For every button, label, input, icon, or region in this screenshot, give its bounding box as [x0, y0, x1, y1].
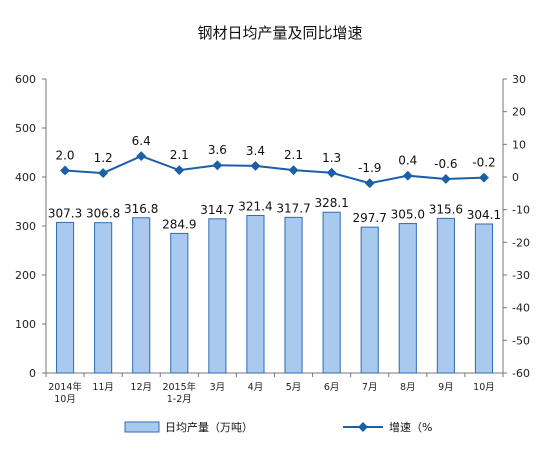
left-axis-tick-label: 400 [15, 171, 36, 184]
growth-value-label: 3.4 [246, 144, 265, 158]
bar [208, 218, 227, 374]
x-category-label: 10月 [473, 382, 495, 393]
growth-value-label: 2.1 [284, 148, 303, 162]
right-axis-tick-label: -30 [512, 269, 530, 282]
bar [436, 217, 455, 374]
right-axis-tick-label: -60 [512, 367, 530, 380]
left-axis-tick-label: 600 [15, 73, 36, 86]
growth-value-label: 2.1 [170, 148, 189, 162]
bar [322, 211, 341, 374]
x-category-label: 2014年 [48, 381, 82, 393]
bar-value-label: 314.7 [200, 203, 234, 217]
x-category-label: 7月 [362, 382, 378, 393]
left-axis-tick-label: 200 [15, 269, 36, 282]
bar [360, 226, 379, 374]
growth-marker [174, 165, 185, 176]
bar [246, 215, 265, 374]
right-axis-tick-label: -10 [512, 204, 530, 217]
chart-title: 钢材日均产量及同比增速 [197, 24, 363, 42]
x-category-label: 5月 [286, 382, 302, 393]
growth-value-label: 1.3 [322, 151, 341, 165]
right-axis-tick-label: 30 [512, 73, 526, 86]
growth-marker [136, 151, 147, 162]
growth-line [64, 155, 484, 185]
growth-value-label: 0.4 [398, 154, 417, 168]
growth-marker [250, 160, 261, 171]
legend-bar-label: 日均产量（万吨） [165, 420, 253, 434]
right-axis-tick-label: -40 [512, 302, 530, 315]
right-axis-tick-label: -50 [512, 334, 530, 347]
growth-value-label: 2.0 [55, 148, 74, 162]
growth-marker [440, 174, 451, 184]
growth-marker [98, 168, 109, 179]
growth-marker [212, 160, 223, 171]
x-category-label: 6月 [324, 382, 340, 393]
bar [132, 217, 151, 374]
bar-value-label: 306.8 [86, 207, 120, 221]
growth-value-label: -0.6 [434, 157, 457, 171]
right-axis-tick-label: 10 [512, 138, 526, 151]
growth-marker [402, 170, 413, 181]
right-axis-tick-label: 20 [512, 106, 526, 119]
bar [474, 223, 494, 374]
growth-value-label: -1.9 [358, 161, 381, 175]
bar-value-label: 315.6 [429, 202, 463, 216]
bar [170, 232, 189, 374]
growth-value-label: 6.4 [132, 134, 151, 148]
growth-value-label: 3.6 [208, 143, 227, 157]
bar-value-label: 304.1 [467, 208, 501, 222]
bar-value-label: 284.9 [162, 217, 196, 231]
legend-bar-swatch [124, 421, 160, 433]
bar-value-label: 328.1 [314, 196, 348, 210]
x-category-label: 12月 [130, 382, 152, 393]
growth-value-label: 1.2 [94, 151, 113, 165]
x-category-label: 4月 [248, 382, 264, 393]
right-axis-tick-label: 0 [512, 171, 519, 184]
bar-value-label: 321.4 [238, 200, 272, 214]
left-axis-tick-label: 500 [15, 122, 36, 135]
bar [94, 222, 113, 374]
x-category-label: 11月 [92, 382, 114, 393]
bar-value-label: 305.0 [391, 208, 425, 222]
x-category-label: 1-2月 [167, 394, 192, 405]
bar [55, 221, 75, 374]
legend-line-marker [358, 422, 368, 432]
left-axis-tick-label: 100 [15, 318, 36, 331]
bar [398, 223, 417, 374]
growth-marker [364, 178, 375, 189]
x-category-label: 8月 [400, 382, 416, 393]
growth-value-label: -0.2 [472, 156, 495, 170]
x-category-label: 10月 [54, 394, 76, 405]
growth-marker [288, 165, 299, 176]
bar-value-label: 317.7 [276, 201, 310, 215]
legend-line-label: 增速（% [389, 420, 432, 434]
growth-marker [326, 167, 337, 178]
bar [284, 216, 303, 374]
x-category-label: 2015年 [162, 381, 196, 393]
left-axis-tick-label: 300 [15, 220, 36, 233]
growth-marker [479, 172, 489, 183]
bar-value-label: 297.7 [353, 211, 387, 225]
growth-marker [60, 165, 70, 176]
bar-value-label: 307.3 [48, 206, 82, 220]
bar-value-label: 316.8 [124, 202, 158, 216]
right-axis-tick-label: -20 [512, 236, 530, 249]
left-axis-tick-label: 0 [29, 367, 36, 380]
x-category-label: 9月 [438, 382, 454, 393]
x-category-label: 3月 [210, 382, 226, 393]
